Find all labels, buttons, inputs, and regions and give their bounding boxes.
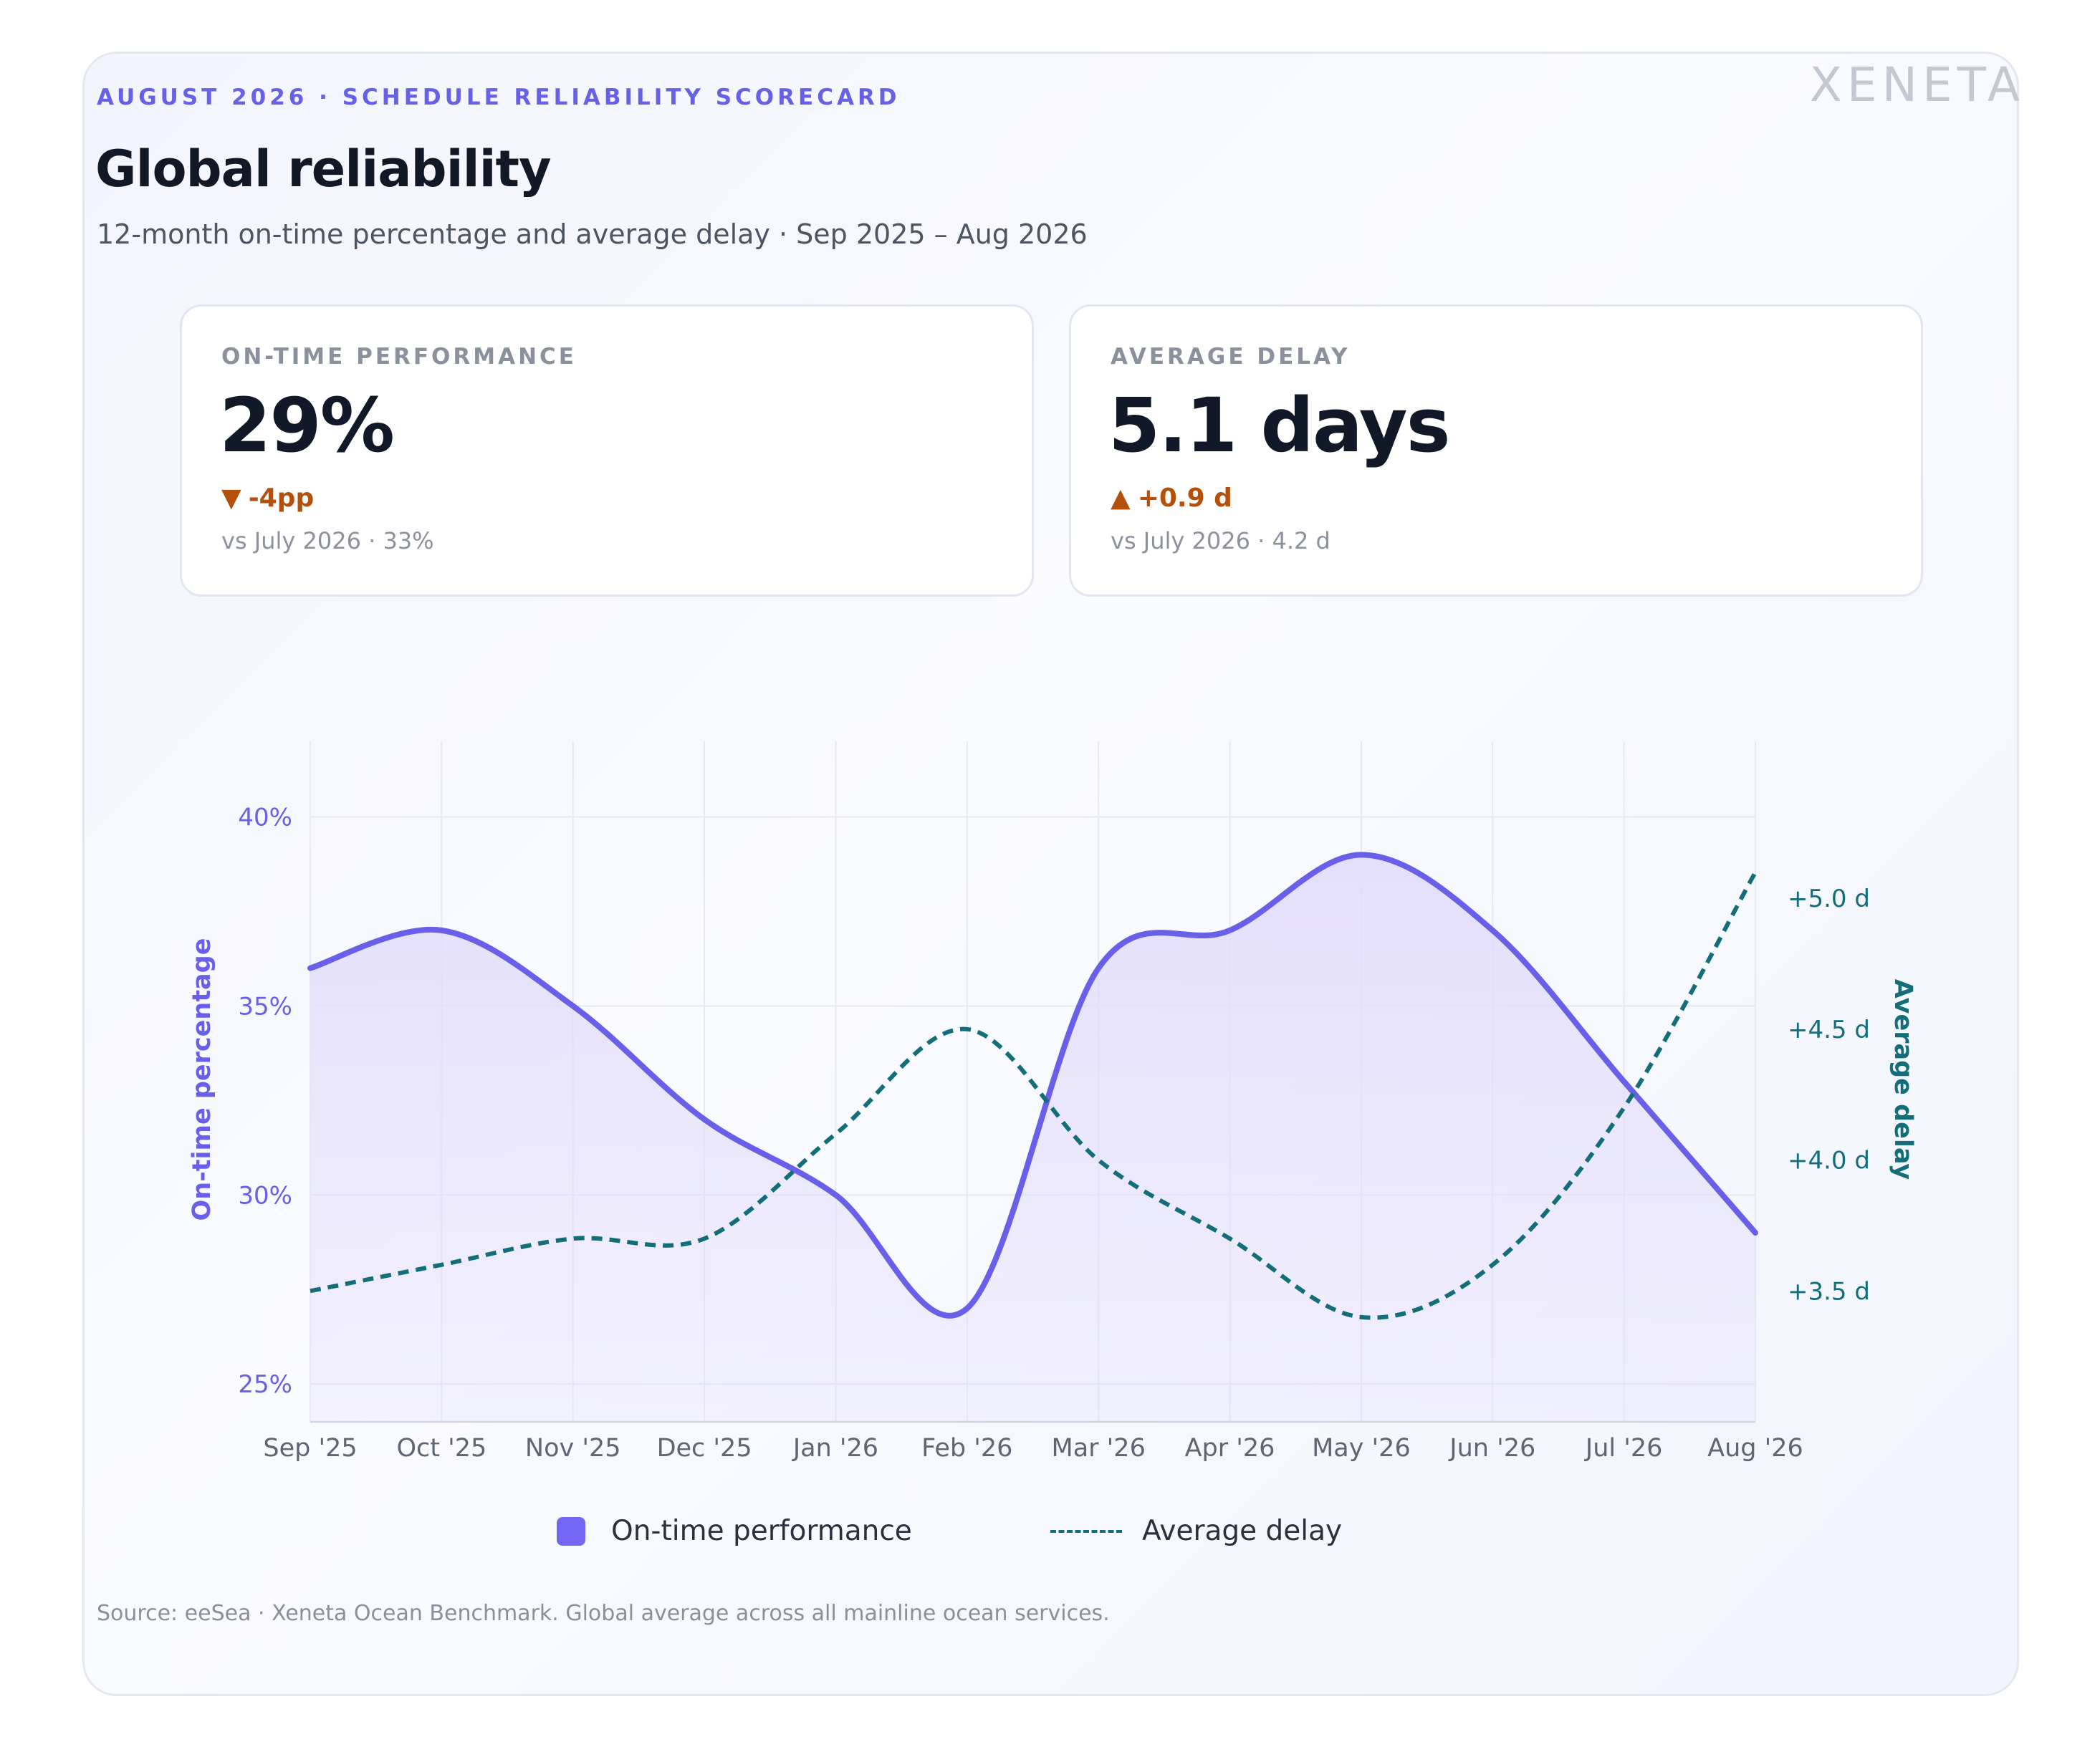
x-tick-label: Oct '25 [396,1434,486,1463]
y-right-tick-label: +4.5 d [1788,1016,1870,1044]
y-right-tick-label: +5.0 d [1788,885,1870,913]
legend-item-ontime: On-time performance [557,1515,912,1547]
ontime-line [307,852,1758,1319]
kpi-card-delay: AVERAGE DELAY 5.1 days ▲ +0.9 d vs July 2… [1069,304,1923,597]
legend-label-ontime: On-time performance [611,1515,912,1547]
legend-item-delay: Average delay [1050,1515,1342,1547]
xeneta-logo: XENETA [1809,57,2025,112]
kpi-compare: vs July 2026 · 33% [221,527,434,554]
ontime-area [310,855,1755,1422]
y-right-tick-label: +3.5 d [1788,1277,1870,1306]
x-tick-label: Jun '26 [1448,1434,1535,1463]
kpi-delta-value: +0.9 d [1137,483,1232,513]
kpi-card-ontime: ON-TIME PERFORMANCE 29% ▼ -4pp vs July 20… [180,304,1034,597]
kpi-value: 5.1 days [1108,382,1451,469]
kpi-delta: ▲ +0.9 d [1111,483,1232,513]
x-tick-label: Nov '25 [525,1434,621,1463]
triangle-up-icon: ▲ [1111,483,1131,513]
kpi-value: 29% [219,382,395,469]
page-subtitle: 12-month on-time percentage and average … [97,218,1088,250]
page-title: Global reliability [95,140,552,198]
triangle-down-icon: ▼ [221,483,241,513]
y-left-tick-label: 35% [238,992,292,1021]
source-note: Source: eeSea · Xeneta Ocean Benchmark. … [97,1601,1110,1626]
eyebrow-label: AUGUST 2026 · SCHEDULE RELIABILITY SCORE… [97,85,901,110]
x-tick-label: Sep '25 [263,1434,357,1463]
x-tick-label: Apr '26 [1185,1434,1275,1463]
kpi-label: ON-TIME PERFORMANCE [221,344,577,370]
y-left-tick-label: 25% [238,1370,292,1399]
y-left-axis-title: On-time percentage [188,938,216,1221]
kpi-delta-value: -4pp [248,483,315,513]
legend-dash-delay [1050,1529,1122,1533]
kpi-label: AVERAGE DELAY [1111,344,1351,370]
legend-label-delay: Average delay [1142,1515,1343,1547]
x-tick-label: Aug '26 [1707,1434,1803,1463]
kpi-delta: ▼ -4pp [221,483,314,513]
x-tick-label: Dec '25 [657,1434,752,1463]
y-right-tick-label: +4.0 d [1788,1147,1870,1175]
kpi-compare: vs July 2026 · 4.2 d [1111,527,1331,554]
x-tick-label: Jan '26 [792,1434,878,1463]
x-tick-label: Mar '26 [1052,1434,1146,1463]
y-left-tick-label: 30% [238,1181,292,1210]
y-left-tick-label: 40% [238,804,292,832]
legend-swatch-ontime [557,1516,585,1546]
y-right-axis-title: Average delay [1889,979,1917,1180]
chart-legend: On-time performance Average delay [0,1515,2100,1558]
x-tick-label: Jul '26 [1584,1434,1663,1463]
x-tick-label: May '26 [1312,1434,1411,1463]
x-tick-label: Feb '26 [921,1434,1012,1463]
